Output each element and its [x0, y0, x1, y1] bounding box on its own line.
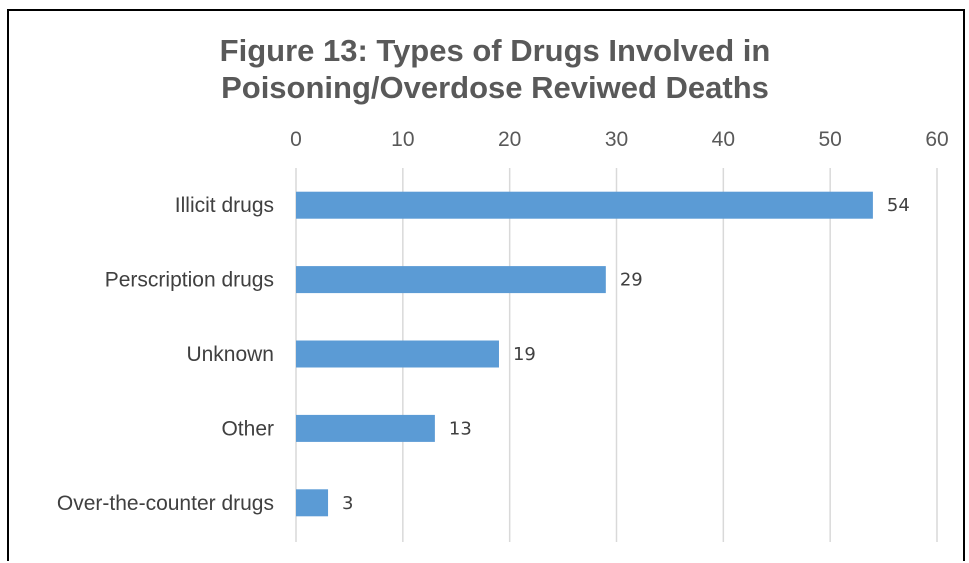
x-tick-label: 10 — [391, 128, 414, 151]
bar — [296, 414, 435, 442]
category-label: Over-the-counter drugs — [57, 492, 274, 515]
x-tick-label: 40 — [712, 128, 735, 151]
data-label: 3 — [342, 493, 353, 514]
data-label: 54 — [887, 195, 910, 216]
data-labels: 54 29 19 13 3 — [342, 195, 910, 514]
bar — [296, 489, 329, 517]
bars — [296, 191, 873, 517]
x-axis-tick-labels: 0 10 20 30 40 50 60 — [290, 128, 949, 151]
data-label: 29 — [620, 270, 643, 291]
x-tick-label: 0 — [290, 128, 302, 151]
data-label: 19 — [513, 344, 536, 365]
x-tick-label: 30 — [605, 128, 628, 151]
bar — [296, 266, 606, 294]
chart-frame — [7, 9, 965, 561]
category-label: Illicit drugs — [175, 194, 274, 217]
x-tick-label: 50 — [818, 128, 841, 151]
data-label: 13 — [449, 418, 472, 439]
bar — [296, 191, 873, 219]
chart-title-line-2: Poisoning/Overdose Reviwed Deaths — [221, 70, 769, 105]
chart-title-line-1: Figure 13: Types of Drugs Involved in — [219, 33, 771, 68]
x-tick-label: 20 — [498, 128, 521, 151]
x-tick-label: 60 — [925, 128, 948, 151]
category-label: Unknown — [186, 343, 274, 366]
chart-title: Figure 13: Types of Drugs Involved in Po… — [0, 32, 969, 106]
bar — [296, 340, 499, 368]
category-label: Perscription drugs — [105, 269, 274, 292]
category-labels: Illicit drugs Perscription drugs Unknown Ot… — [57, 194, 274, 515]
category-label: Other — [221, 417, 274, 440]
